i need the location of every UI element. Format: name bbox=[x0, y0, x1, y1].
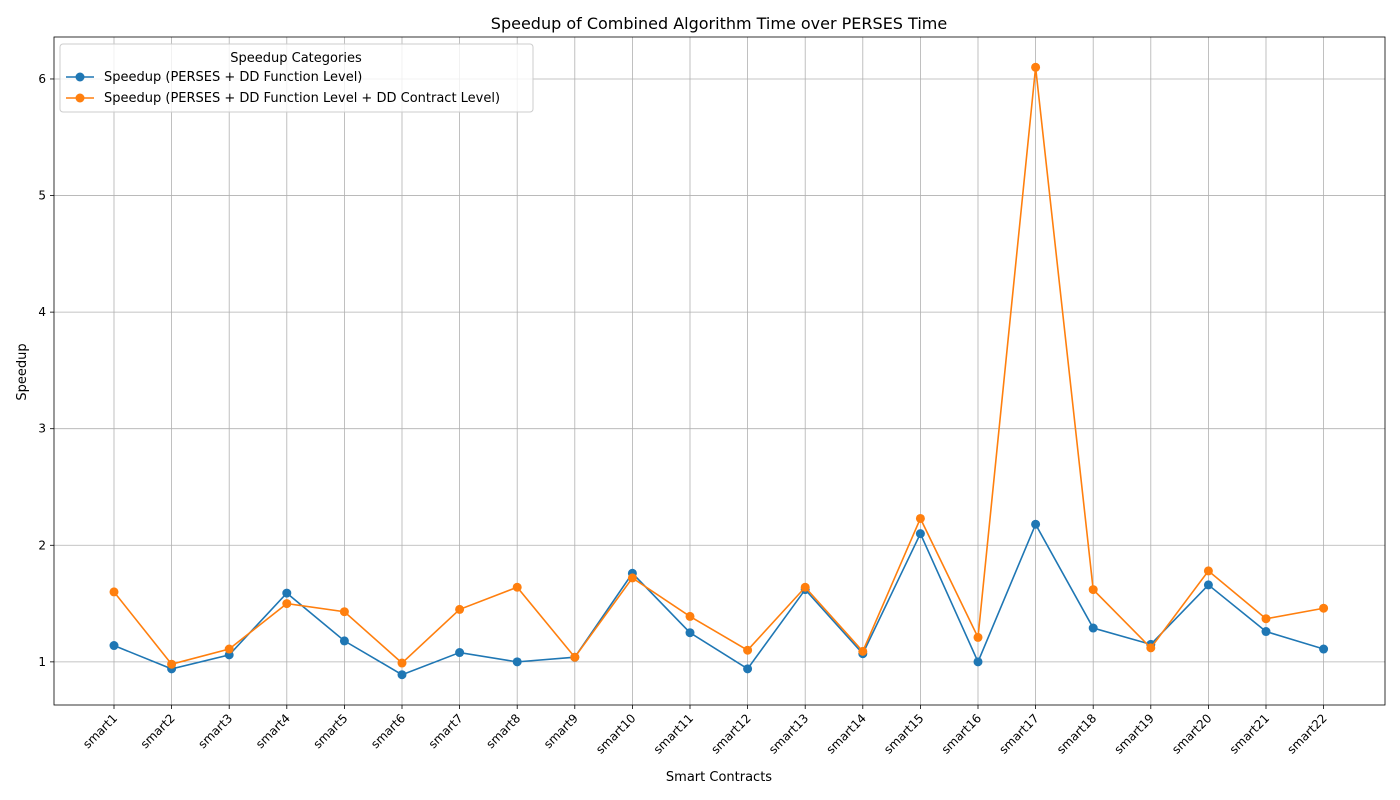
series-layer bbox=[109, 62, 1329, 680]
x-tick-label: smart11 bbox=[651, 711, 696, 756]
plot-frame bbox=[53, 36, 1386, 706]
data-point bbox=[685, 611, 695, 621]
y-tick-label: 3 bbox=[38, 422, 46, 436]
legend-title: Speedup Categories bbox=[230, 51, 362, 66]
x-tick-label: smart10 bbox=[593, 711, 638, 756]
data-point bbox=[397, 658, 407, 668]
legend-marker bbox=[75, 72, 85, 82]
x-tick-label: smart8 bbox=[483, 711, 523, 751]
data-point bbox=[1319, 603, 1329, 613]
data-point bbox=[973, 657, 983, 667]
data-point bbox=[1031, 62, 1041, 72]
x-tick-label: smart17 bbox=[996, 711, 1041, 756]
data-point bbox=[685, 628, 695, 638]
data-point bbox=[1031, 519, 1041, 529]
data-point bbox=[109, 587, 119, 597]
x-tick-label: smart6 bbox=[368, 711, 408, 751]
x-tick-label: smart20 bbox=[1169, 711, 1214, 756]
data-point bbox=[282, 599, 292, 609]
x-tick-label: smart12 bbox=[708, 711, 753, 756]
x-tick-label: smart19 bbox=[1112, 711, 1157, 756]
data-point bbox=[512, 582, 522, 592]
data-point bbox=[743, 664, 753, 674]
data-point bbox=[1203, 580, 1213, 590]
data-point bbox=[1319, 644, 1329, 654]
legend-label: Speedup (PERSES + DD Function Level) bbox=[104, 70, 362, 85]
data-point bbox=[224, 644, 234, 654]
x-tick-label: smart18 bbox=[1054, 711, 1099, 756]
data-point bbox=[397, 670, 407, 680]
data-point bbox=[339, 607, 349, 617]
y-tick-label: 4 bbox=[38, 305, 46, 319]
data-point bbox=[512, 657, 522, 667]
data-point bbox=[800, 582, 810, 592]
data-point bbox=[109, 641, 119, 651]
data-point bbox=[455, 604, 465, 614]
data-point bbox=[1088, 585, 1098, 595]
data-point bbox=[973, 632, 983, 642]
data-point bbox=[282, 588, 292, 598]
x-tick-label: smart9 bbox=[541, 711, 581, 751]
x-tick-label: smart3 bbox=[195, 711, 235, 751]
grid bbox=[54, 37, 1385, 705]
x-tick-label: smart21 bbox=[1227, 711, 1272, 756]
axes: smart1 smart2 smart3 smart4 smart5 smart6 smar… bbox=[38, 36, 1386, 757]
legend-box bbox=[59, 43, 534, 113]
x-tick-label: smart16 bbox=[939, 711, 984, 756]
legend-label: Speedup (PERSES + DD Function Level + DD… bbox=[104, 91, 500, 106]
series-line bbox=[113, 522, 1324, 676]
data-point bbox=[339, 636, 349, 646]
data-point bbox=[915, 529, 925, 539]
x-axis-label: Smart Contracts bbox=[666, 770, 772, 785]
y-axis-label: Speedup bbox=[15, 343, 30, 400]
data-point bbox=[743, 645, 753, 655]
x-tick-label: smart22 bbox=[1284, 711, 1329, 756]
data-point bbox=[1261, 627, 1271, 637]
data-point bbox=[570, 652, 580, 662]
x-tick-label: smart4 bbox=[253, 711, 293, 751]
data-point bbox=[858, 646, 868, 656]
x-tick-label: smart5 bbox=[311, 711, 351, 751]
y-tick-label: 6 bbox=[38, 72, 46, 86]
x-tick-label: smart7 bbox=[426, 711, 466, 751]
x-tick-label: smart2 bbox=[138, 711, 178, 751]
legend-marker bbox=[75, 93, 85, 103]
x-tick-label: smart14 bbox=[824, 711, 869, 756]
x-tick-label: smart13 bbox=[766, 711, 811, 756]
y-tick-label: 1 bbox=[38, 655, 46, 669]
legend: Speedup Categories Speedup (PERSES + DD … bbox=[59, 43, 534, 113]
data-point bbox=[167, 659, 177, 669]
chart-title: Speedup of Combined Algorithm Time over … bbox=[491, 14, 947, 33]
data-point bbox=[1088, 623, 1098, 633]
x-tick-label: smart15 bbox=[881, 711, 926, 756]
data-point bbox=[915, 513, 925, 523]
data-point bbox=[1203, 566, 1213, 576]
data-point bbox=[1146, 643, 1156, 653]
data-point bbox=[627, 573, 637, 583]
x-tick-label: smart1 bbox=[80, 711, 120, 751]
data-point bbox=[1261, 614, 1271, 624]
y-tick-label: 2 bbox=[38, 538, 46, 552]
y-tick-label: 5 bbox=[38, 189, 46, 203]
series-line bbox=[113, 67, 1324, 666]
data-point bbox=[455, 648, 465, 658]
